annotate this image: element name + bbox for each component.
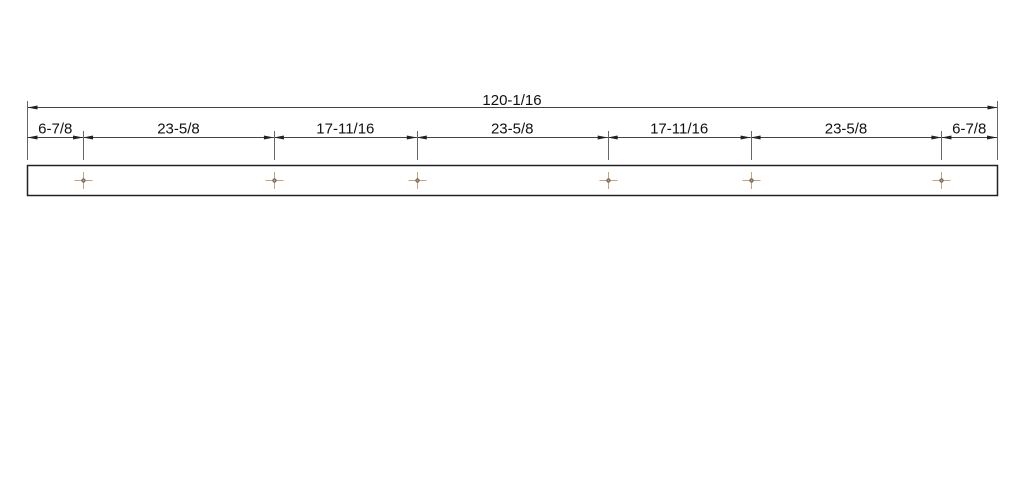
segment-dimension-label: 6-7/8: [38, 121, 72, 138]
arrowhead: [27, 105, 38, 110]
arrowhead: [931, 135, 942, 140]
hole-marker: [408, 172, 427, 189]
arrowhead: [406, 135, 417, 140]
arrowhead: [27, 135, 38, 140]
arrowhead: [73, 135, 84, 140]
marker-dot: [749, 178, 754, 183]
arrowhead: [416, 135, 427, 140]
arrowhead: [273, 135, 284, 140]
arrowhead: [740, 135, 751, 140]
hole-marker: [599, 172, 618, 189]
hole-marker: [265, 172, 284, 189]
arrowhead: [263, 135, 274, 140]
segment-dimension-label: 23-5/8: [157, 121, 200, 138]
arrowhead: [597, 135, 608, 140]
segment-dimension-label: 17-11/16: [650, 121, 708, 138]
marker-dot: [939, 178, 944, 183]
board-outline: [26, 164, 999, 197]
arrowhead: [986, 135, 997, 140]
arrowhead: [607, 135, 618, 140]
marker-dot: [81, 178, 86, 183]
arrowhead: [987, 105, 998, 110]
hole-marker: [932, 172, 951, 189]
segment-dimension-label: 23-5/8: [491, 121, 534, 138]
marker-dot: [415, 178, 420, 183]
segment-dimension-label: 6-7/8: [952, 121, 986, 138]
segment-dimension-label: 23-5/8: [825, 121, 868, 138]
overall-dimension-label: 120-1/16: [482, 92, 541, 109]
hole-marker: [74, 172, 93, 189]
segment-dimension-label: 17-11/16: [316, 121, 374, 138]
marker-dot: [606, 178, 611, 183]
segment-dimensions: 6-7/8 23-5/8 17-11/16 23-5/8 17-11/16 23-5/8 6…: [27, 121, 997, 160]
marker-dot: [272, 178, 277, 183]
hole-markers: [74, 172, 951, 189]
arrowhead: [941, 135, 952, 140]
arrowhead: [83, 135, 94, 140]
hole-marker: [742, 172, 761, 189]
overall-dimension: [27, 101, 998, 160]
arrowhead: [750, 135, 761, 140]
